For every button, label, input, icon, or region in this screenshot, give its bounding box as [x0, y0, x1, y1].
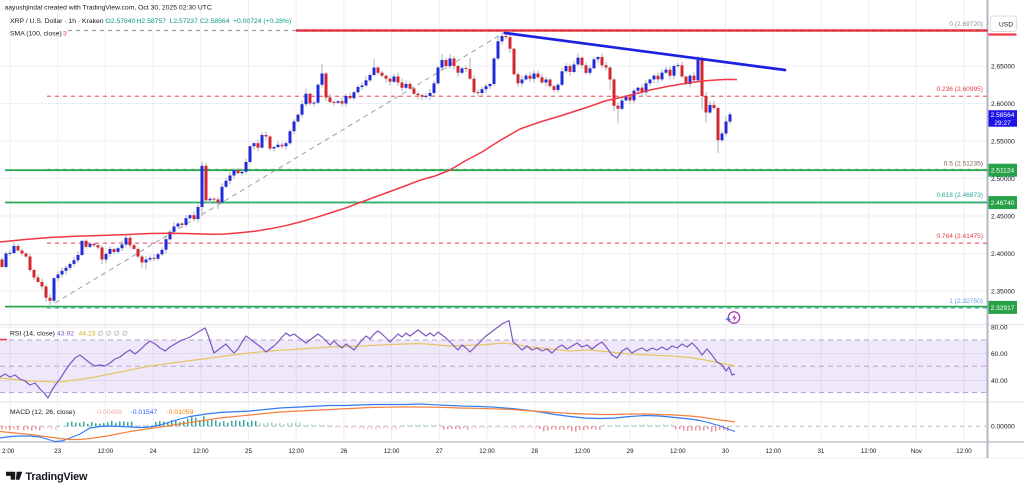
- svg-text:2.60000: 2.60000: [991, 101, 1015, 108]
- svg-text:∅: ∅: [122, 330, 128, 337]
- svg-text:12:00: 12:00: [193, 448, 209, 455]
- svg-text:3: 3: [63, 30, 67, 37]
- svg-text:12:00: 12:00: [98, 448, 114, 455]
- svg-text:12:00: 12:00: [288, 448, 304, 455]
- svg-text:12:00: 12:00: [575, 448, 591, 455]
- svg-text:28: 28: [531, 448, 538, 455]
- svg-text:2.35000: 2.35000: [991, 288, 1015, 295]
- svg-text:USD: USD: [999, 21, 1013, 28]
- svg-text:L2.57237: L2.57237: [170, 18, 199, 25]
- svg-text:+0.00724 (+0.28%): +0.00724 (+0.28%): [233, 18, 291, 25]
- svg-text:23: 23: [54, 448, 61, 455]
- svg-text:0.764 (2.41475): 0.764 (2.41475): [936, 233, 983, 240]
- svg-text:2.58564: 2.58564: [991, 112, 1015, 119]
- svg-text:12:00: 12:00: [861, 448, 877, 455]
- svg-text:29: 29: [627, 448, 634, 455]
- svg-text:44.23: 44.23: [79, 330, 96, 337]
- svg-text:∅: ∅: [114, 330, 120, 337]
- svg-text:12:00: 12:00: [384, 448, 400, 455]
- svg-text:aayushjindal created with Trad: aayushjindal created with TradingView.co…: [5, 5, 212, 12]
- svg-text:12:00: 12:00: [956, 448, 972, 455]
- svg-text:MACD (12, 26, close): MACD (12, 26, close): [10, 409, 75, 416]
- svg-text:2.51124: 2.51124: [991, 168, 1015, 175]
- svg-text:-0.01547: -0.01547: [131, 409, 158, 416]
- svg-text:12:00: 12:00: [479, 448, 495, 455]
- svg-text:SMA (100, close): SMA (100, close): [10, 30, 62, 37]
- svg-text:2.65000: 2.65000: [991, 63, 1015, 70]
- svg-text:30: 30: [722, 448, 729, 455]
- svg-text:∅: ∅: [98, 330, 104, 337]
- svg-text:26: 26: [340, 448, 347, 455]
- svg-text:60.00: 60.00: [991, 351, 1008, 358]
- svg-text:-0.01059: -0.01059: [167, 409, 194, 416]
- svg-text:0.236 (2.60995): 0.236 (2.60995): [936, 86, 983, 93]
- svg-text:2.50000: 2.50000: [991, 176, 1015, 183]
- svg-text:TradingView: TradingView: [26, 471, 88, 483]
- svg-text:31: 31: [817, 448, 824, 455]
- svg-text:0.00000: 0.00000: [991, 424, 1015, 431]
- svg-text:Nov: Nov: [911, 448, 923, 455]
- svg-text:-0.00488: -0.00488: [95, 409, 122, 416]
- svg-text:C2.58564: C2.58564: [200, 18, 230, 25]
- svg-text:25: 25: [245, 448, 252, 455]
- svg-text:RSI (14, close): RSI (14, close): [10, 330, 55, 337]
- svg-text:∅: ∅: [106, 330, 112, 337]
- svg-text:0.5 (2.51235): 0.5 (2.51235): [944, 161, 983, 168]
- svg-text:29:27: 29:27: [994, 120, 1011, 127]
- svg-text:0.618 (2.46873): 0.618 (2.46873): [936, 192, 983, 199]
- svg-text:2.40000: 2.40000: [991, 251, 1015, 258]
- svg-text:0 (2.69720): 0 (2.69720): [949, 21, 983, 28]
- svg-text:2.46740: 2.46740: [991, 200, 1015, 207]
- svg-text:12:00: 12:00: [765, 448, 781, 455]
- svg-text:40.00: 40.00: [991, 378, 1008, 385]
- svg-text:24: 24: [150, 448, 157, 455]
- svg-text:2.45000: 2.45000: [991, 213, 1015, 220]
- svg-text:H2.58757: H2.58757: [137, 18, 167, 25]
- svg-text:1 (2.32750): 1 (2.32750): [949, 298, 983, 305]
- svg-text:27: 27: [436, 448, 443, 455]
- svg-text:XRP / U.S. Dollar · 1h · Krake: XRP / U.S. Dollar · 1h · Kraken: [10, 18, 104, 25]
- svg-text:12:00: 12:00: [670, 448, 686, 455]
- svg-text:2.55000: 2.55000: [991, 138, 1015, 145]
- svg-text:2.32917: 2.32917: [991, 305, 1015, 312]
- svg-text:43.92: 43.92: [57, 330, 74, 337]
- svg-text:2:00: 2:00: [2, 448, 15, 455]
- svg-text:80.00: 80.00: [991, 324, 1008, 331]
- svg-text:O2.57840: O2.57840: [106, 18, 136, 25]
